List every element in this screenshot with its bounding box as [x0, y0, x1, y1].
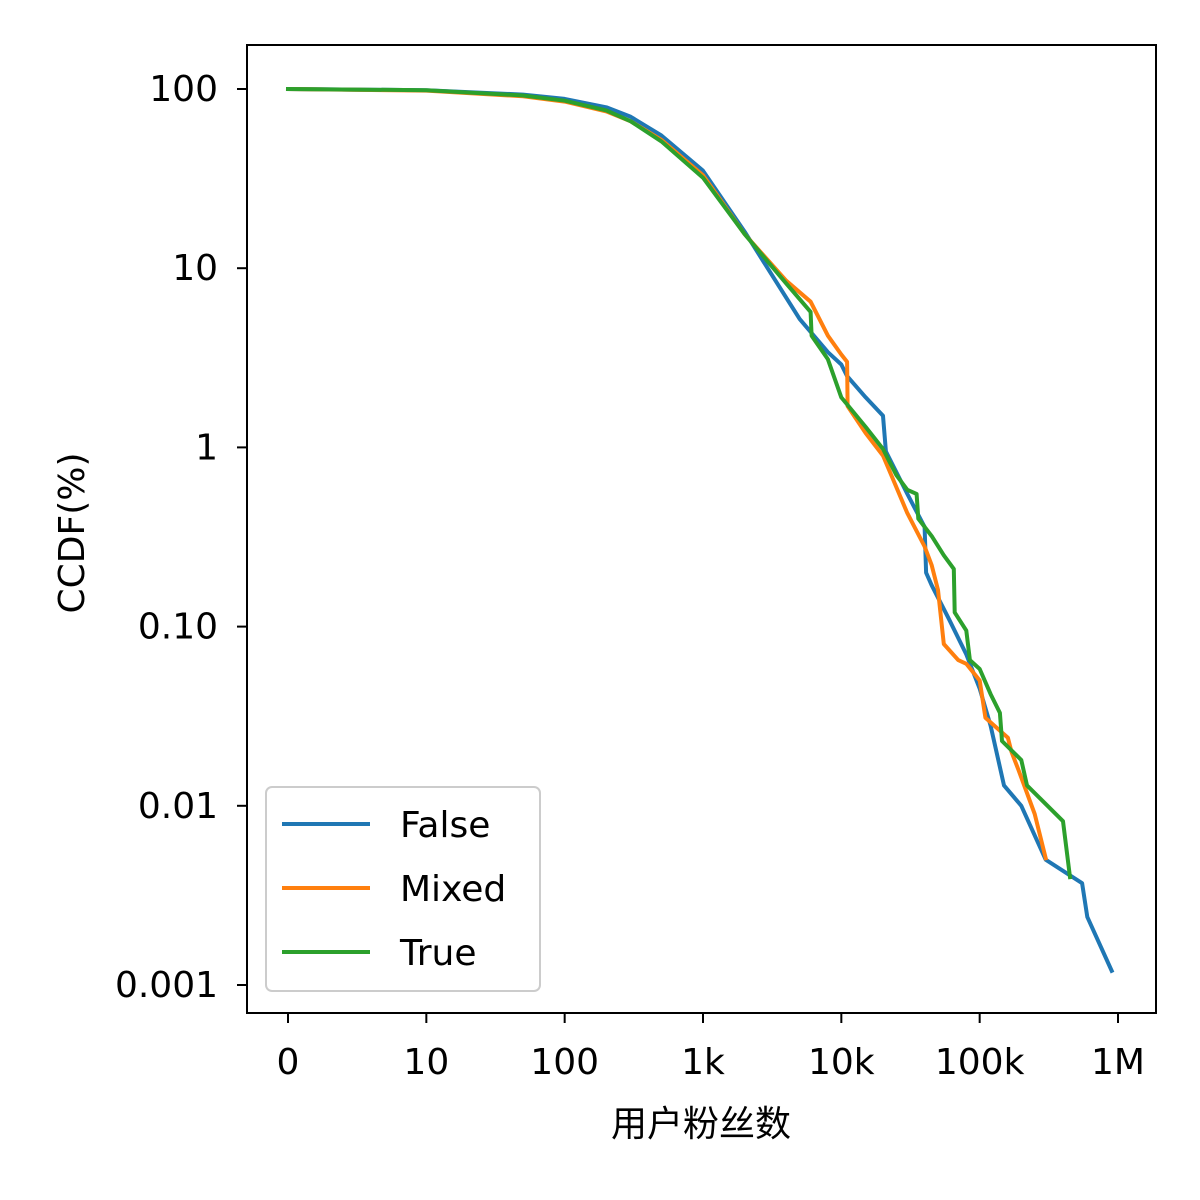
y-tick-label: 10 — [172, 248, 218, 289]
x-tick-label: 10 — [403, 1042, 449, 1083]
y-tick-label: 0.10 — [138, 607, 218, 648]
x-tick-label: 10k — [808, 1042, 875, 1083]
x-axis-ticks: 0 10 100 1k 10k 100k 1M — [277, 1013, 1145, 1083]
legend-box — [265, 786, 541, 992]
y-tick-label: 0.01 — [138, 786, 218, 827]
y-tick-label: 1 — [195, 427, 218, 468]
x-axis-title: 用户粉丝数 — [611, 1104, 791, 1145]
plot-frame — [246, 44, 1157, 1014]
series-lines-layer — [285, 86, 1115, 974]
y-tick-label: 100 — [149, 69, 218, 110]
series-line-true — [285, 86, 1073, 880]
series-line-mixed — [285, 86, 1049, 861]
y-tick-label: 0.001 — [115, 965, 218, 1006]
series-line-false — [285, 86, 1115, 974]
x-tick-label: 100 — [530, 1042, 599, 1083]
legend-label-mixed: Mixed — [400, 869, 506, 910]
x-tick-label: 1M — [1091, 1042, 1145, 1083]
x-tick-label: 100k — [935, 1042, 1025, 1083]
x-tick-label: 0 — [277, 1042, 300, 1083]
legend-label-false: False — [400, 805, 490, 846]
x-tick-label: 1k — [681, 1042, 725, 1083]
legend: False Mixed True — [265, 786, 541, 992]
y-axis-ticks: 100 10 1 0.10 0.01 0.001 — [115, 69, 247, 1006]
legend-label-true: True — [399, 933, 476, 974]
y-axis-title: CCDF(%) — [52, 453, 93, 614]
